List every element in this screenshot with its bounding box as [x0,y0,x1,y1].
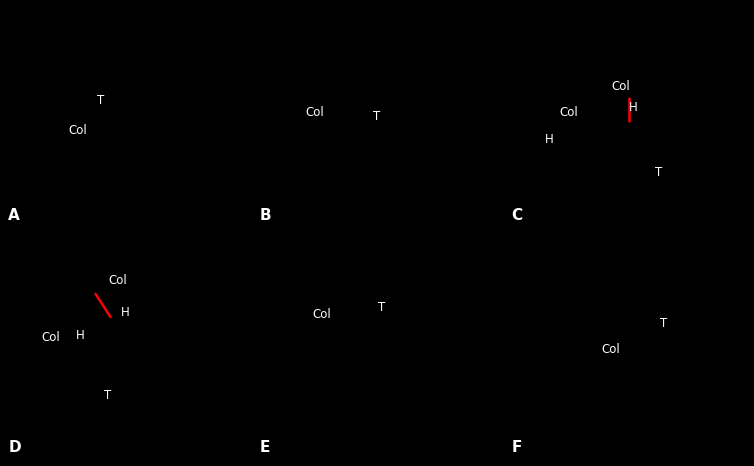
Text: H: H [629,101,638,114]
Text: E: E [260,440,270,455]
Text: Col: Col [109,274,127,287]
Text: Col: Col [602,343,621,356]
Text: T: T [655,165,662,178]
Text: C: C [511,208,523,223]
Text: H: H [544,133,553,146]
Text: H: H [121,306,130,319]
Text: B: B [260,208,271,223]
Text: F: F [511,440,522,455]
Text: T: T [104,389,112,402]
Text: Col: Col [611,80,630,93]
Text: A: A [8,208,20,223]
Text: Col: Col [313,308,332,321]
Text: Col: Col [305,106,324,119]
Text: T: T [660,317,667,330]
Text: Col: Col [41,331,60,344]
Text: T: T [379,301,385,314]
Text: T: T [373,110,381,123]
Text: D: D [8,440,21,455]
Text: H: H [76,329,85,342]
Text: T: T [97,94,104,107]
Text: Col: Col [69,124,87,137]
Text: Col: Col [559,106,578,119]
